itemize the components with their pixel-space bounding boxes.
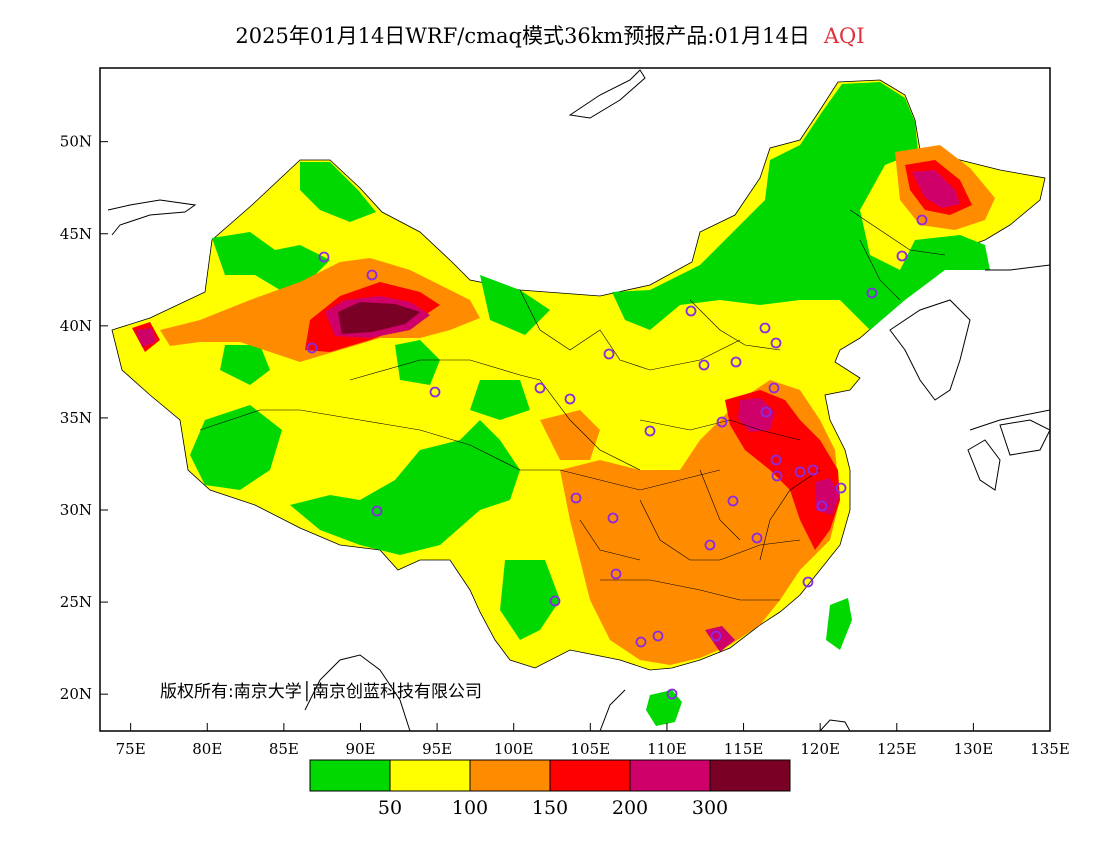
- lon-tick-label: 100E: [494, 740, 534, 758]
- lat-tick-label: 35N: [60, 409, 92, 427]
- legend-label: 50: [378, 797, 402, 819]
- lon-tick-label: 95E: [422, 740, 452, 758]
- legend-label: 150: [532, 797, 568, 819]
- lon-tick-label: 80E: [192, 740, 222, 758]
- lat-tick-label: 40N: [60, 317, 92, 335]
- legend-label: 100: [452, 797, 488, 819]
- neighbor-coastlines: [107, 69, 1050, 731]
- province-boundaries: [199, 209, 946, 601]
- title-text: 2025年01月14日WRF/cmaq模式36km预报产品:01月14日: [235, 24, 810, 48]
- legend-swatch-3: [549, 759, 631, 792]
- lon-tick-label: 90E: [345, 740, 375, 758]
- longitude-axis: 75E 80E 85E 90E 95E 100E 105E 110E 115E 120E 125E 1…: [116, 723, 1070, 758]
- map-title: 2025年01月14日WRF/cmaq模式36km预报产品:01月14日 AQI: [0, 20, 1100, 50]
- legend-swatch-5: [709, 759, 791, 792]
- lon-tick-label: 125E: [877, 740, 917, 758]
- aqi-hazardous-region: [338, 302, 420, 334]
- title-variable: AQI: [823, 24, 865, 48]
- map-area: 版权所有:南京大学│南京创蓝科技有限公司: [107, 69, 1050, 731]
- lon-tick-label: 105E: [571, 740, 611, 758]
- lon-tick-label: 130E: [954, 740, 994, 758]
- lon-tick-label: 75E: [116, 740, 146, 758]
- legend-swatch-1: [389, 759, 471, 792]
- legend-swatch-2: [469, 759, 551, 792]
- lat-tick-label: 30N: [60, 501, 92, 519]
- lat-tick-label: 25N: [60, 593, 92, 611]
- lat-tick-label: 50N: [60, 133, 92, 151]
- aqi-legend: 50 100 150 200 300: [309, 759, 791, 819]
- lat-tick-label: 20N: [60, 685, 92, 703]
- legend-label: 300: [692, 797, 728, 819]
- latitude-axis: 20N 25N 30N 35N 40N 45N 50N: [60, 133, 108, 703]
- lon-tick-label: 85E: [269, 740, 299, 758]
- lon-tick-label: 135E: [1030, 740, 1070, 758]
- legend-label: 200: [612, 797, 648, 819]
- lon-tick-label: 115E: [724, 740, 764, 758]
- map-frame: [99, 67, 1051, 732]
- aqi-good-regions: [190, 82, 990, 726]
- legend-swatch-4: [629, 759, 711, 792]
- copyright-notice: 版权所有:南京大学│南京创蓝科技有限公司: [160, 681, 482, 702]
- lat-tick-label: 45N: [60, 225, 92, 243]
- lon-tick-label: 110E: [647, 740, 687, 758]
- legend-swatch-0: [309, 759, 391, 792]
- lon-tick-label: 120E: [800, 740, 840, 758]
- station-markers: [306, 214, 928, 700]
